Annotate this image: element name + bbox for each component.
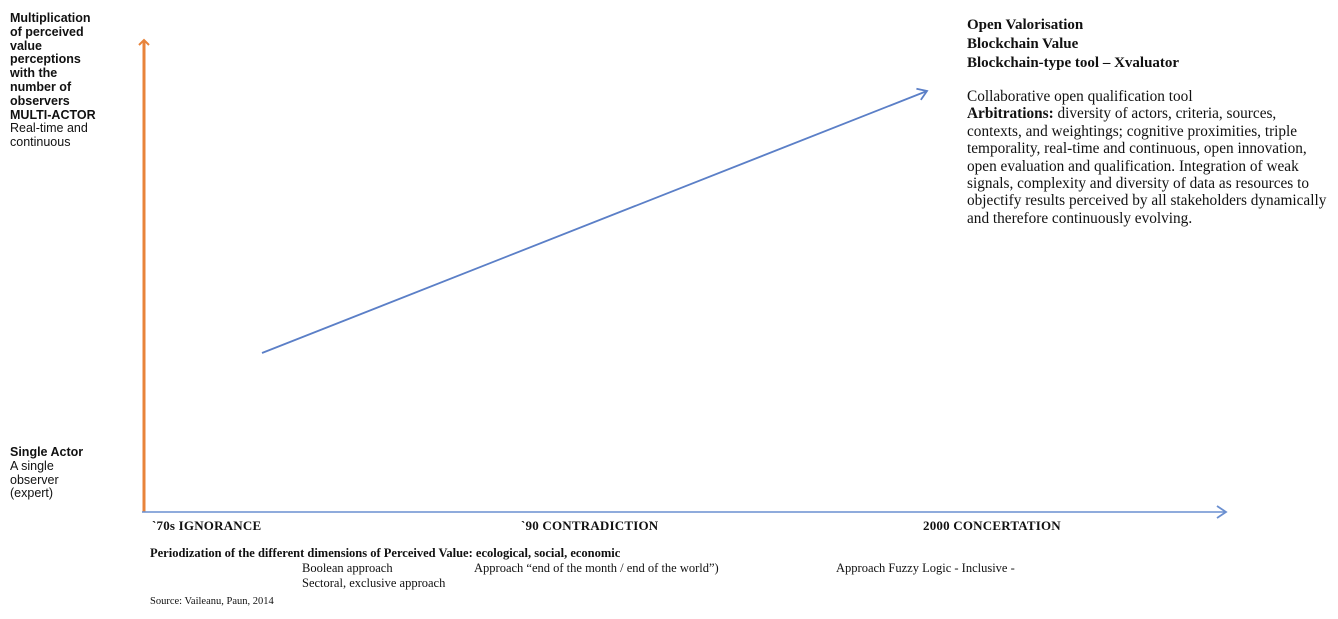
era-label-2000: 2000 CONCERTATION: [923, 518, 1061, 533]
y-top-line: value: [10, 38, 42, 53]
y-bottom-line: A single: [10, 458, 54, 473]
y-top-line: MULTI-ACTOR: [10, 107, 96, 122]
y-axis-top-label: Multiplication of perceived value percep…: [10, 11, 130, 150]
info-title-line: Blockchain Value: [967, 36, 1079, 52]
source-note: Source: Vaileanu, Paun, 2014: [150, 596, 274, 607]
info-desc-body: diversity of actors, criteria, sources, …: [967, 105, 1327, 227]
approach-end-of-month: Approach “end of the month / end of the …: [474, 561, 719, 575]
y-top-line: observers: [10, 93, 70, 108]
info-title-line: Open Valorisation: [967, 17, 1084, 33]
info-description: Collaborative open qualification tool Ar…: [967, 88, 1332, 227]
info-desc-intro: Collaborative open qualification tool: [967, 88, 1193, 105]
y-top-line: of perceived: [10, 24, 84, 39]
y-top-line: with the: [10, 66, 58, 81]
approach-boolean: Boolean approach: [302, 561, 393, 575]
y-bottom-line: observer: [10, 472, 59, 487]
y-bottom-line: Single Actor: [10, 445, 84, 459]
y-top-line: number of: [10, 79, 72, 94]
approach-fuzzy-logic: Approach Fuzzy Logic - Inclusive -: [836, 561, 1015, 575]
era-label-90s: `90 CONTRADICTION: [521, 518, 659, 533]
approach-sectoral: Sectoral, exclusive approach: [302, 576, 446, 590]
y-top-line: Real-time and: [10, 121, 88, 136]
y-top-line: continuous: [10, 135, 71, 150]
y-top-line: Multiplication: [10, 11, 91, 25]
figure-caption: Periodization of the different dimension…: [150, 546, 621, 560]
info-desc-label: Arbitrations:: [967, 105, 1054, 123]
info-title: Open Valorisation Blockchain Value Block…: [967, 16, 1179, 73]
y-axis-bottom-label: Single Actor A single observer (expert): [10, 445, 130, 501]
trend-arrow: [261, 87, 929, 354]
era-label-70s: `70s IGNORANCE: [152, 518, 262, 533]
info-title-line: Blockchain-type tool – Xvaluator: [967, 55, 1180, 71]
y-bottom-line: (expert): [10, 486, 54, 501]
y-top-line: perceptions: [10, 52, 81, 67]
